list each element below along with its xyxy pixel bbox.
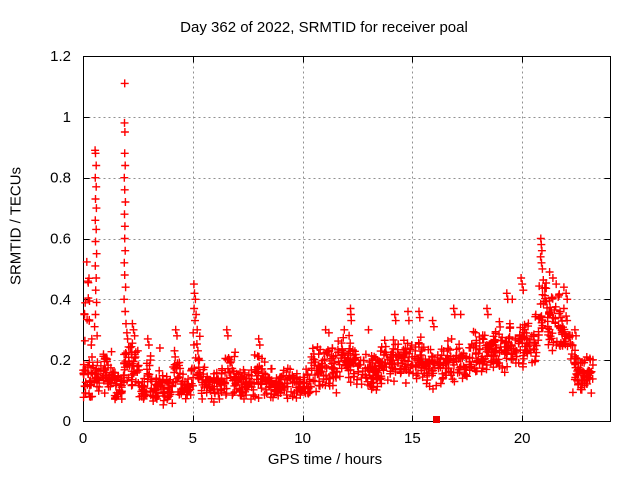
chart-title: Day 362 of 2022, SRMTID for receiver poa… [180,19,468,36]
tick-labels: 0 5 10 15 20 0 0.2 0.4 0.6 0.8 1 1.2 [50,48,530,447]
y-tick-label: 1 [63,109,71,126]
x-tick-label: 10 [294,430,311,447]
x-tick-label: 5 [189,430,197,447]
y-tick-label: 1.2 [50,48,71,65]
grid-lines [83,56,611,422]
flag-marker [433,416,440,423]
x-tick-label: 15 [404,430,421,447]
plot-frame [83,56,611,422]
y-tick-label: 0 [63,413,71,430]
x-tick-label: 20 [514,430,531,447]
y-tick-label: 0.4 [50,291,71,308]
y-tick-label: 0.6 [50,231,71,248]
x-axis-label: GPS time / hours [267,451,383,468]
y-tick-label: 0.8 [50,170,71,187]
y-tick-label: 0.2 [50,352,71,369]
data-points [79,79,597,409]
x-tick-label: 0 [79,430,87,447]
